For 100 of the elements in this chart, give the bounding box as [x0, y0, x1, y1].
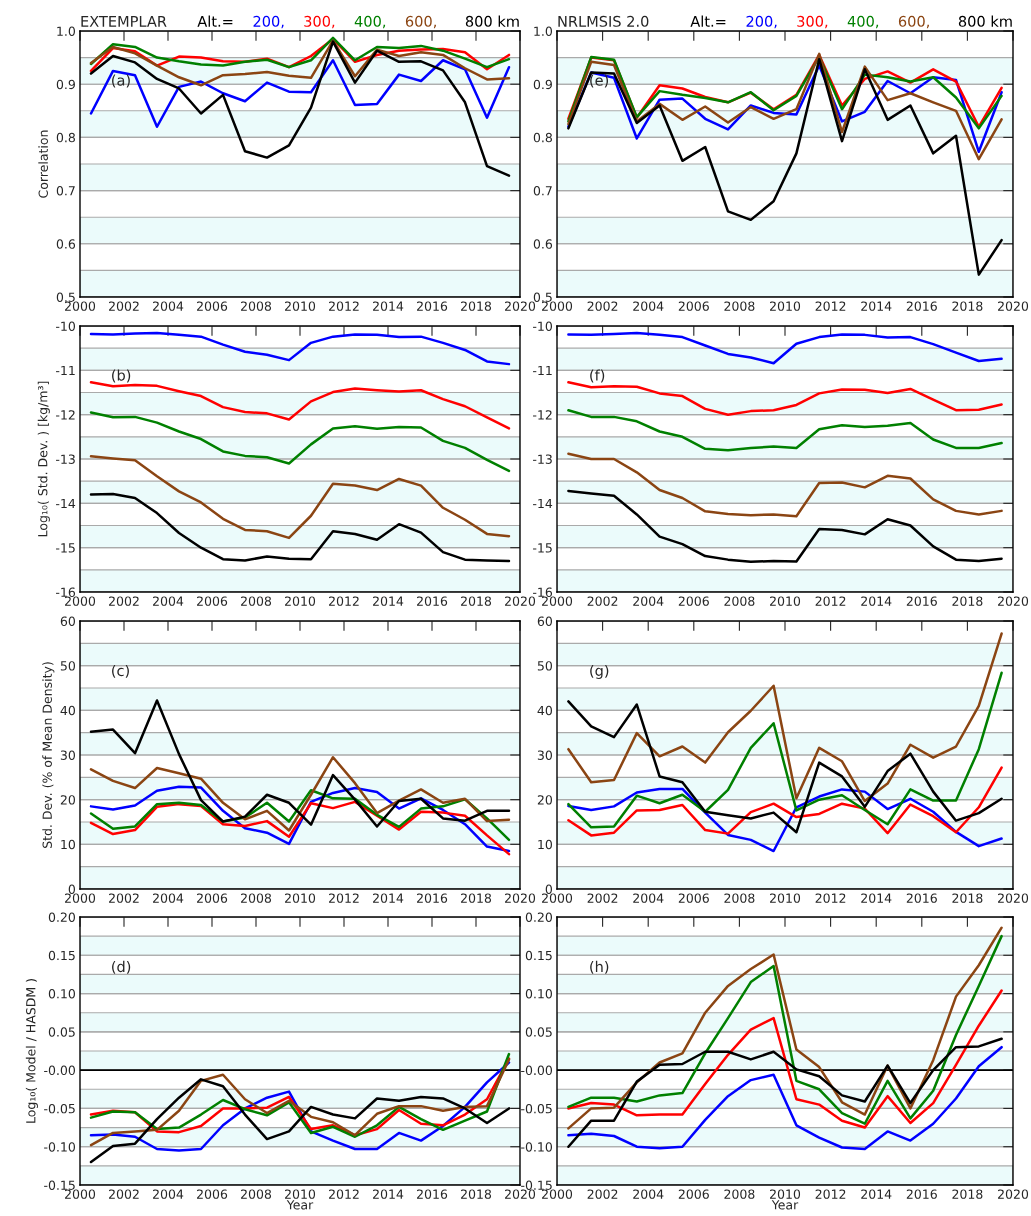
- x-tick-label: 2000: [65, 596, 96, 606]
- x-tick-label: 2016: [417, 596, 448, 606]
- x-tick-label: 2002: [587, 301, 618, 311]
- x-tick-label: 2004: [633, 301, 664, 311]
- x-tick-label: 2002: [587, 893, 618, 903]
- x-tick-label: 2020: [505, 596, 536, 606]
- x-tick-label: 2010: [285, 893, 316, 903]
- x-tick-label: 2006: [197, 893, 228, 903]
- y-tick-label: 0.20: [525, 912, 552, 922]
- y-tick-label: -12: [533, 410, 552, 420]
- y-tick-label: 0.9: [56, 79, 75, 90]
- y-tick-label: 0.15: [48, 950, 75, 961]
- x-tick-label: 2008: [241, 1189, 272, 1199]
- x-tick-label: 2006: [197, 1189, 228, 1199]
- y-tick-label: -16: [56, 587, 76, 597]
- series-label: 600,: [405, 15, 436, 29]
- series-label: 400,: [354, 15, 386, 29]
- x-tick-label: 2002: [587, 1189, 618, 1199]
- y-tick-label: -15: [56, 543, 75, 553]
- y-tick-label: 60: [60, 616, 75, 626]
- annotation: (b): [112, 369, 131, 383]
- x-tick-label: 2012: [329, 301, 359, 311]
- annotation: (h): [590, 960, 609, 974]
- y-tick-label: -10: [533, 321, 552, 331]
- x-tick-label: 2000: [542, 893, 573, 903]
- y-tick-label: 0.9: [533, 79, 552, 90]
- x-tick-label: 2008: [724, 893, 755, 903]
- y-tick-label: 0.8: [533, 132, 552, 143]
- x-tick-label: 2018: [461, 596, 492, 606]
- y-tick-label: 60: [537, 616, 552, 626]
- x-tick-label: 2002: [109, 893, 139, 903]
- y-tick-label: 40: [60, 705, 75, 716]
- x-tick-label: 2016: [906, 1189, 937, 1199]
- y-tick-label: 0.6: [56, 239, 76, 249]
- x-tick-label: 2014: [373, 301, 404, 311]
- y-tick-label: 0.15: [525, 950, 552, 961]
- x-tick-label: 2020: [505, 1189, 536, 1199]
- x-tick-label: 2010: [285, 301, 316, 311]
- x-tick-label: 2018: [952, 1189, 983, 1199]
- y-tick-label: 0: [545, 884, 552, 894]
- x-tick-label: 2012: [815, 893, 846, 903]
- text: 600,: [898, 15, 929, 29]
- y-tick-label: 20: [537, 795, 552, 805]
- y-tick-label: -13: [56, 454, 75, 464]
- x-tick-label: 2006: [678, 893, 709, 903]
- x-tick-label: 2012: [815, 301, 846, 311]
- y-tick-label: -10: [56, 321, 75, 331]
- x-axis-title: Year: [771, 1200, 799, 1210]
- y-tick-label: 0.20: [48, 912, 75, 922]
- y-tick-label: -14: [533, 498, 553, 509]
- x-tick-label: 2016: [906, 893, 937, 903]
- x-tick-label: 2018: [461, 301, 492, 311]
- x-tick-label: 2000: [542, 596, 573, 606]
- x-tick-label: 2014: [373, 1189, 404, 1199]
- y-tick-label: -0.00: [44, 1065, 75, 1076]
- x-tick-label: 2000: [65, 893, 96, 903]
- x-tick-label: 2020: [998, 1189, 1029, 1199]
- x-tick-label: 2000: [542, 1189, 573, 1199]
- y-tick-label: 40: [537, 705, 552, 716]
- x-tick-label: 2020: [998, 596, 1029, 606]
- x-tick-label: 2008: [241, 893, 272, 903]
- x-tick-label: 2012: [815, 596, 846, 606]
- x-tick-label: 2020: [505, 893, 536, 903]
- x-tick-label: 2014: [373, 596, 404, 606]
- y-tick-label: -12: [56, 410, 75, 420]
- x-tick-label: 2016: [906, 301, 937, 311]
- x-tick-label: 2004: [633, 893, 664, 903]
- annotation: (g): [590, 664, 609, 679]
- x-tick-label: 2012: [815, 1189, 846, 1199]
- x-tick-label: 2014: [861, 893, 892, 903]
- legend-title: Alt.=: [690, 15, 726, 27]
- annotation: (e): [590, 74, 609, 88]
- legend-title: Alt.=: [197, 15, 233, 27]
- y-tick-label: -0.05: [44, 1103, 75, 1114]
- x-tick-label: 2016: [417, 893, 448, 903]
- y-tick-label: 30: [60, 750, 75, 760]
- x-tick-label: 2010: [285, 596, 316, 606]
- y-tick-label: 20: [60, 795, 75, 805]
- y-tick-label: 0.7: [56, 186, 75, 196]
- y-tick-label: 50: [60, 661, 75, 671]
- y-tick-label: -0.15: [521, 1180, 552, 1190]
- y-tick-label: 0.7: [533, 186, 552, 196]
- y-tick-label: -0.00: [521, 1065, 552, 1076]
- x-tick-label: 2012: [329, 596, 359, 606]
- y-tick-label: 0.8: [56, 132, 75, 143]
- chart-title: EXTEMPLAR: [81, 16, 167, 27]
- x-tick-label: 2010: [285, 1189, 316, 1199]
- y-tick-label: -0.05: [521, 1103, 552, 1114]
- x-tick-label: 2018: [461, 1189, 492, 1199]
- x-axis-title: Year: [286, 1200, 314, 1210]
- x-tick-label: 2006: [197, 301, 228, 311]
- x-tick-label: 2000: [542, 301, 573, 311]
- x-tick-label: 2002: [109, 301, 139, 311]
- x-tick-label: 2020: [998, 893, 1029, 903]
- text: 200,: [746, 15, 777, 29]
- x-tick-label: 2006: [678, 301, 709, 311]
- x-tick-label: 2010: [770, 301, 801, 311]
- x-tick-label: 2020: [998, 301, 1029, 311]
- y-tick-label: 0.5: [533, 292, 552, 302]
- x-tick-label: 2014: [861, 301, 892, 311]
